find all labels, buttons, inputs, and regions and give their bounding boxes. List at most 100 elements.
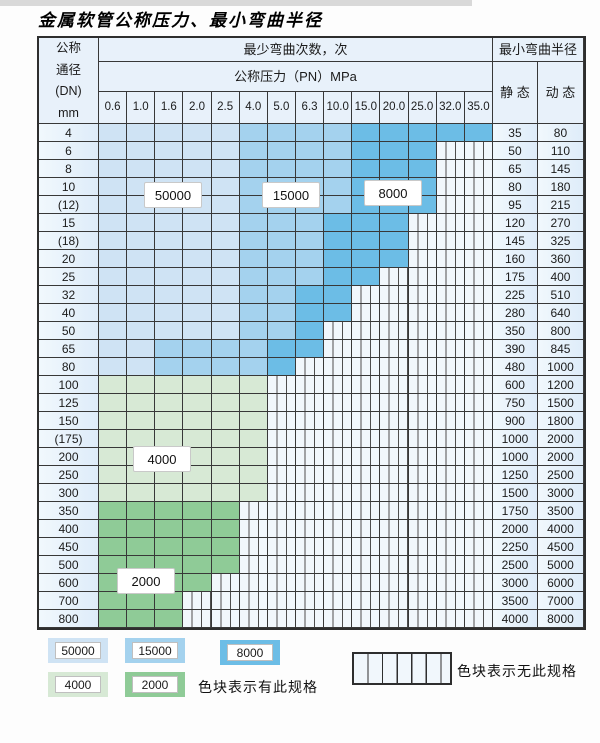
spec-cell <box>211 124 240 142</box>
no-spec-cell <box>464 376 493 394</box>
dn-cell: 800 <box>39 610 99 628</box>
no-spec-cell <box>408 538 437 556</box>
spec-cell <box>267 250 296 268</box>
spec-cell <box>352 124 381 142</box>
spec-cell <box>352 160 381 178</box>
static-value: 3000 <box>492 574 538 592</box>
no-spec-cell <box>408 484 437 502</box>
cycle-count-label: 2000 <box>117 568 175 594</box>
spec-cell <box>211 304 240 322</box>
spec-cell <box>239 322 268 340</box>
no-spec-cell <box>380 484 409 502</box>
spec-cell <box>211 358 240 376</box>
no-spec-cell <box>380 502 409 520</box>
spec-cell <box>183 322 212 340</box>
no-spec-cell <box>464 448 493 466</box>
spec-cell <box>324 214 353 232</box>
no-spec-cell <box>464 430 493 448</box>
no-spec-cell <box>380 304 409 322</box>
no-spec-cell <box>380 448 409 466</box>
no-spec-cell <box>380 556 409 574</box>
dn-header-line3: (DN) <box>55 84 82 98</box>
dn-cell: 8 <box>39 160 99 178</box>
dynamic-value: 4000 <box>537 520 584 538</box>
dynamic-value: 2500 <box>537 466 584 484</box>
dynamic-value: 270 <box>537 214 584 232</box>
no-spec-cell <box>464 322 493 340</box>
no-spec-cell <box>267 502 296 520</box>
no-spec-cell <box>436 286 465 304</box>
no-spec-cell <box>324 358 353 376</box>
spec-cell <box>155 610 184 628</box>
no-spec-cell <box>436 610 465 628</box>
no-spec-cell <box>464 538 493 556</box>
cycle-count-label: 4000 <box>133 446 191 472</box>
spec-cell <box>267 358 296 376</box>
no-spec-cell <box>380 430 409 448</box>
no-spec-cell <box>408 466 437 484</box>
static-value: 280 <box>492 304 538 322</box>
spec-cell <box>155 394 184 412</box>
spec-cell <box>211 322 240 340</box>
no-spec-cell <box>436 574 465 592</box>
spec-cell <box>155 340 184 358</box>
spec-cell <box>267 160 296 178</box>
no-spec-cell <box>408 592 437 610</box>
no-spec-cell <box>464 196 493 214</box>
spec-cell <box>267 286 296 304</box>
spec-cell <box>127 250 156 268</box>
spec-cell <box>183 430 212 448</box>
spec-cell <box>211 178 240 196</box>
dn-cell: 150 <box>39 412 99 430</box>
spec-cell <box>183 520 212 538</box>
spec-cell <box>211 556 240 574</box>
no-spec-cell <box>380 466 409 484</box>
spec-cell <box>239 214 268 232</box>
spec-cell <box>380 160 409 178</box>
spec-cell <box>239 268 268 286</box>
spec-cell <box>99 610 128 628</box>
spec-cell <box>295 160 325 178</box>
no-spec-cell <box>352 448 381 466</box>
spec-cell <box>183 250 212 268</box>
dn-header-line1: 公称 <box>55 41 81 55</box>
dynamic-value: 215 <box>537 196 584 214</box>
no-spec-cell <box>408 214 437 232</box>
dynamic-value: 180 <box>537 178 584 196</box>
spec-cell <box>211 466 240 484</box>
no-spec-cell <box>267 520 296 538</box>
spec-cell <box>99 322 128 340</box>
no-spec-cell <box>408 412 437 430</box>
no-spec-cell <box>408 394 437 412</box>
no-spec-cell <box>436 232 465 250</box>
spec-cell <box>239 124 268 142</box>
no-spec-cell <box>436 484 465 502</box>
spec-cell <box>267 340 296 358</box>
no-spec-cell <box>239 502 268 520</box>
spec-cell <box>211 448 240 466</box>
no-spec-cell <box>464 160 493 178</box>
no-spec-cell <box>408 250 437 268</box>
static-value: 65 <box>492 160 538 178</box>
dn-header-line4: mm <box>58 105 79 120</box>
pressure-column-head: 0.6 <box>99 92 128 124</box>
pressure-column-head: 10.0 <box>324 92 353 124</box>
spec-cell <box>155 160 184 178</box>
spec-cell <box>211 484 240 502</box>
spec-cell <box>99 160 128 178</box>
spec-cell <box>99 286 128 304</box>
no-spec-cell <box>352 466 381 484</box>
spec-cell <box>127 610 156 628</box>
spec-cell <box>183 574 212 592</box>
dynamic-value: 3500 <box>537 502 584 520</box>
no-spec-cell <box>380 394 409 412</box>
static-value: 350 <box>492 322 538 340</box>
dynamic-value: 325 <box>537 232 584 250</box>
no-spec-cell <box>464 520 493 538</box>
spec-cell <box>295 268 325 286</box>
spec-cell <box>380 232 409 250</box>
spec-cell <box>324 250 353 268</box>
no-spec-cell <box>408 610 437 628</box>
pressure-column-head: 35.0 <box>464 92 493 124</box>
no-spec-cell <box>239 574 268 592</box>
